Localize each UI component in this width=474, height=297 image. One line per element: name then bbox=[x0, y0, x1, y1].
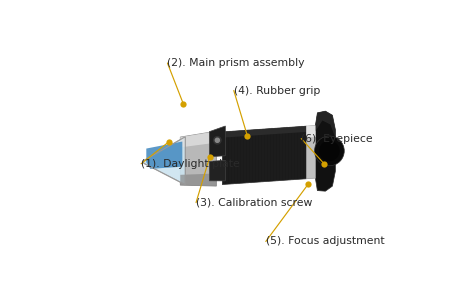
Text: (5). Focus adjustment: (5). Focus adjustment bbox=[266, 236, 384, 247]
Polygon shape bbox=[315, 111, 336, 138]
Text: (3). Calibration screw: (3). Calibration screw bbox=[196, 198, 312, 208]
Circle shape bbox=[319, 140, 340, 161]
Polygon shape bbox=[180, 173, 216, 186]
Circle shape bbox=[315, 136, 344, 166]
Circle shape bbox=[215, 138, 219, 142]
Polygon shape bbox=[306, 126, 315, 179]
Circle shape bbox=[214, 137, 221, 144]
Polygon shape bbox=[146, 142, 182, 169]
Polygon shape bbox=[180, 131, 216, 186]
Polygon shape bbox=[180, 131, 216, 147]
Polygon shape bbox=[142, 137, 185, 185]
Text: (4). Rubber grip: (4). Rubber grip bbox=[234, 86, 320, 96]
Polygon shape bbox=[210, 160, 225, 181]
Text: (2). Main prism assembly: (2). Main prism assembly bbox=[167, 58, 305, 68]
Text: (6). Eyepiece: (6). Eyepiece bbox=[301, 134, 373, 143]
Polygon shape bbox=[315, 111, 336, 191]
Polygon shape bbox=[222, 126, 306, 184]
Polygon shape bbox=[222, 126, 306, 138]
Polygon shape bbox=[210, 126, 225, 157]
Text: (1). Daylight plate: (1). Daylight plate bbox=[141, 159, 240, 169]
Polygon shape bbox=[306, 126, 315, 138]
